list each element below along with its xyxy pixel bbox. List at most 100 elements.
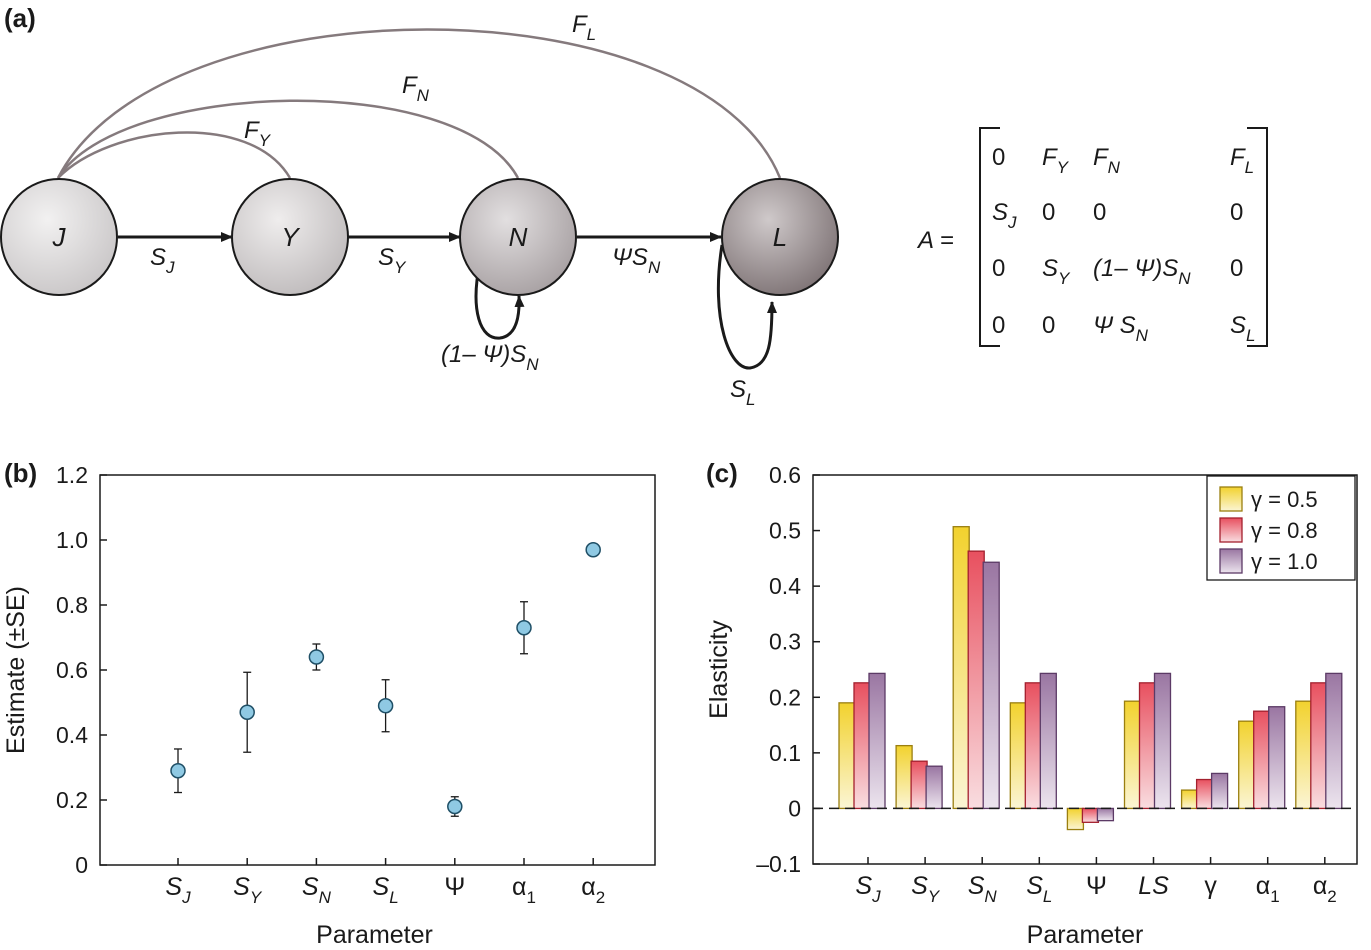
bar-1: [1295, 700, 1313, 810]
bar-3: [1039, 672, 1057, 810]
x-tick-label: γ: [1204, 872, 1217, 900]
y-tick-label: 0: [75, 852, 88, 878]
bar-1: [1238, 720, 1256, 810]
edge-label-fn: FN: [402, 72, 430, 105]
data-point: [585, 542, 601, 558]
node-y-label: Y: [281, 222, 300, 252]
data-point: [170, 763, 186, 779]
data-point: [239, 704, 255, 720]
y-tick-label: 0.1: [769, 740, 801, 766]
bar-3: [1268, 706, 1286, 810]
x-tick-label: α2: [1313, 872, 1337, 906]
matrix-cell: SY: [1042, 255, 1071, 288]
x-tick-label: SN: [302, 873, 332, 907]
matrix-cell: 0: [992, 255, 1005, 282]
bar-3: [1096, 807, 1115, 822]
matrix-cell: SJ: [992, 199, 1017, 232]
plot-frame: [812, 474, 1358, 865]
edge-label-self-l: SL: [730, 376, 755, 409]
panel-label-c: (c): [706, 458, 738, 488]
edge-label-self-n: (1– Ψ)SN: [441, 341, 539, 374]
bar-2: [853, 682, 871, 810]
y-tick-label: 0.4: [769, 573, 801, 599]
matrix-cell: FY: [1042, 144, 1070, 177]
bar-1: [1123, 700, 1142, 810]
node-n-circle: [459, 178, 577, 296]
y-tick-label: –0.1: [756, 851, 801, 877]
matrix-left-bracket: [979, 127, 1000, 347]
fecundity-edges: [56, 28, 782, 179]
matrix-cell: 0: [1042, 312, 1055, 339]
y-tick-label: 0.3: [769, 629, 801, 655]
bar-3: [1325, 672, 1343, 810]
bar-3: [982, 561, 1000, 810]
matrix-label: A =: [916, 227, 954, 254]
y-tick-label: 0.2: [769, 684, 801, 710]
node-j-circle: [0, 178, 118, 296]
y-tick-label: 1.2: [56, 462, 88, 488]
y-axis-title: Elasticity: [705, 620, 733, 719]
node-l-circle: [721, 178, 839, 296]
bar-1: [952, 526, 970, 810]
y-tick-label: 0.4: [56, 722, 88, 748]
x-tick-label: α2: [581, 873, 605, 907]
matrix-cell: SL: [1230, 312, 1255, 345]
bar-3: [868, 672, 886, 810]
legend-label: γ = 0.8: [1251, 518, 1318, 543]
bar-1: [1066, 807, 1085, 831]
node-l: L: [721, 178, 839, 296]
edge-label-psi-sn: ΨSN: [612, 244, 661, 277]
bar-2: [1310, 682, 1328, 810]
matrix-cell: FN: [1093, 144, 1121, 177]
x-tick-label: SJ: [165, 873, 191, 907]
node-n: N: [459, 178, 577, 296]
bar-1: [1009, 702, 1027, 810]
self-loop-n: [474, 261, 525, 340]
y-tick-label: 1.0: [56, 527, 88, 553]
edge-label-fy: FY: [244, 117, 272, 150]
y-tick-label: 0.6: [56, 657, 88, 683]
x-tick-label: SN: [968, 872, 998, 906]
node-y-circle: [231, 178, 349, 296]
bar-2: [967, 550, 985, 810]
bar-1: [1180, 789, 1199, 810]
x-tick-label: α1: [1256, 872, 1280, 906]
x-axis-title: Parameter: [1027, 921, 1144, 949]
matrix-cell: (1– Ψ)SN: [1093, 255, 1191, 288]
data-point: [377, 698, 394, 714]
legend-swatch: [1219, 486, 1243, 512]
legend-swatch: [1219, 517, 1243, 543]
x-axis-title: Parameter: [316, 921, 433, 949]
plot-frame: [99, 474, 656, 866]
self-loop-l: [716, 244, 777, 370]
legend-swatch: [1219, 548, 1243, 574]
x-tick-label: Ψ: [1086, 872, 1107, 900]
bar-1: [895, 744, 913, 810]
x-tick-label: SL: [373, 873, 399, 907]
x-tick-label: SY: [911, 872, 941, 906]
y-tick-label: 0: [788, 795, 801, 821]
edge-label-sj: SJ: [150, 244, 175, 277]
fecundity-edge-l: [56, 28, 782, 179]
bar-2: [910, 760, 928, 810]
bar-2: [1195, 778, 1214, 810]
node-j-label: J: [52, 222, 67, 252]
matrix-cell: 0: [1093, 199, 1106, 226]
matrix-cell: FL: [1230, 144, 1254, 177]
matrix-cell: 0: [1230, 255, 1243, 282]
data-point: [308, 649, 325, 665]
matrix-cells: 0 FY FN FL SJ 0 0 0 0 SY (1– Ψ)SN 0 0 0 Ψ SN SL: [992, 144, 1255, 345]
matrix-cell: Ψ SN: [1093, 312, 1149, 345]
matrix-cell: 0: [992, 144, 1005, 171]
bar-3: [925, 765, 943, 810]
bar-3: [1210, 772, 1229, 810]
bar-2: [1081, 807, 1100, 823]
matrix-right-bracket: [1247, 127, 1268, 347]
node-y: Y: [231, 178, 349, 296]
data-point: [447, 798, 463, 815]
bar-3: [1153, 672, 1172, 810]
y-tick-label: 0.2: [56, 787, 88, 813]
edge-label-sy: SY: [378, 244, 407, 277]
